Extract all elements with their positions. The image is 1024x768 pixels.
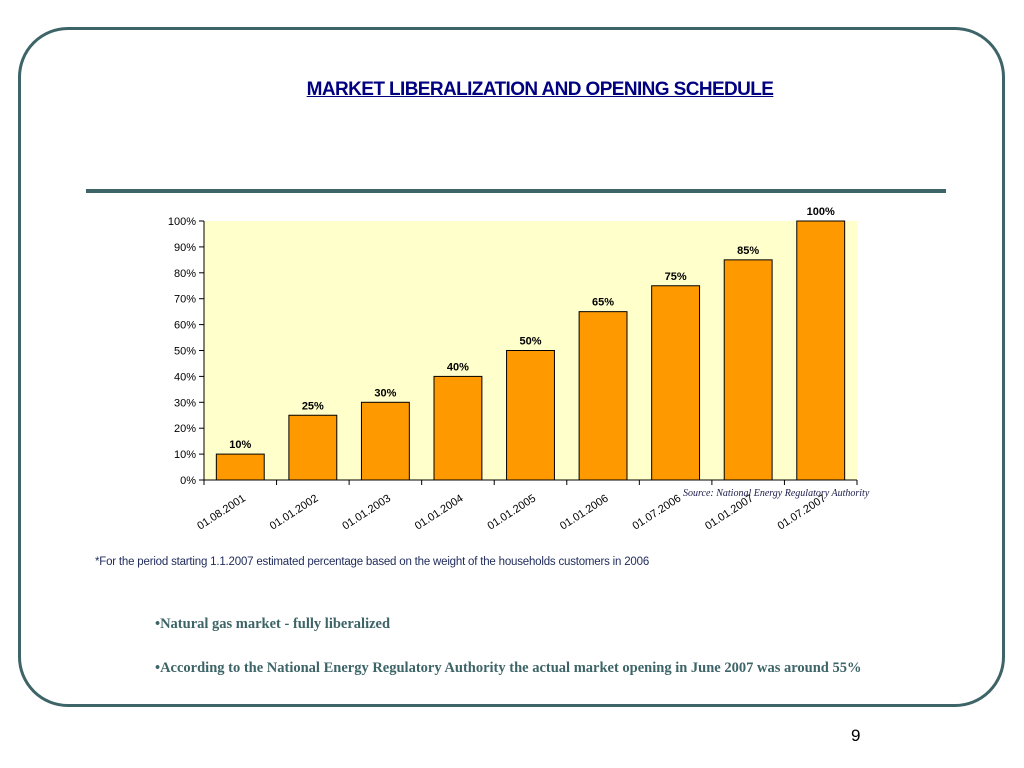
y-tick-label: 0% xyxy=(180,475,196,487)
page-number: 9 xyxy=(851,726,861,745)
y-tick-label: 90% xyxy=(174,242,196,254)
y-tick-label: 70% xyxy=(174,294,196,306)
bar xyxy=(651,285,701,481)
y-tick-label: 30% xyxy=(174,397,196,409)
x-tick-label: 01.01.2003 xyxy=(340,492,393,532)
y-tick-label: 50% xyxy=(174,346,196,358)
bar xyxy=(796,220,846,481)
bar-value-label: 100% xyxy=(807,206,835,218)
slide-frame xyxy=(18,27,1005,707)
bullet-actual-opening: •According to the National Energy Regula… xyxy=(155,660,862,676)
bar-value-label: 50% xyxy=(519,336,541,348)
y-tick-label: 60% xyxy=(174,320,196,332)
bar xyxy=(433,375,483,481)
bar-value-label: 30% xyxy=(374,387,396,399)
bar-value-label: 10% xyxy=(229,439,251,451)
bullet-natural-gas: •Natural gas market - fully liberalized xyxy=(155,616,391,632)
bar-value-label: 75% xyxy=(665,271,687,283)
footnote: *For the period starting 1.1.2007 estima… xyxy=(95,556,650,568)
y-tick-label: 100% xyxy=(168,216,196,228)
y-tick-label: 40% xyxy=(174,371,196,383)
bar xyxy=(288,414,338,481)
slide-title: MARKET LIBERALIZATION AND OPENING SCHEDU… xyxy=(306,79,774,100)
bar xyxy=(578,311,628,481)
x-tick-label: 01.08.2001 xyxy=(195,492,248,532)
bar xyxy=(723,259,773,481)
y-tick-label: 20% xyxy=(174,423,196,435)
bar xyxy=(360,401,410,481)
x-tick-label: 01.01.2006 xyxy=(558,492,611,532)
bar-value-label: 85% xyxy=(737,245,759,257)
x-tick-label: 01.01.2005 xyxy=(485,492,538,532)
bar xyxy=(215,453,265,481)
bar-value-label: 40% xyxy=(447,361,469,373)
x-tick-label: 01.01.2002 xyxy=(268,492,321,532)
bar-value-label: 25% xyxy=(302,400,324,412)
bar-value-label: 65% xyxy=(592,297,614,309)
x-tick-label: 01.01.2004 xyxy=(413,492,466,532)
bar-chart: 0% 10% 20% 30% 40% 50% 60% 70% 80% 90% 100% 10% 01.0… xyxy=(168,206,858,533)
bar xyxy=(506,350,555,481)
source-note: Source: National Energy Regulatory Autho… xyxy=(683,488,870,499)
x-tick-label: 01.07.2006 xyxy=(631,492,684,532)
y-tick-label: 80% xyxy=(174,268,196,280)
y-tick-label: 10% xyxy=(174,449,196,461)
title-divider xyxy=(86,189,946,193)
